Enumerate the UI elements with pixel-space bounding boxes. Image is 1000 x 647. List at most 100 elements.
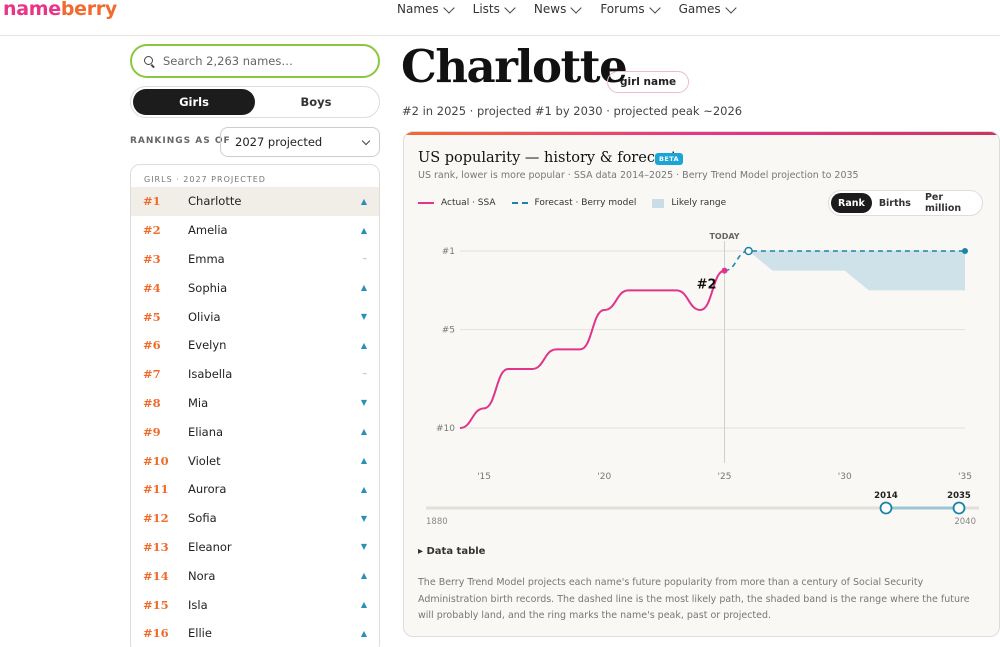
name-label: Mia [188, 395, 209, 410]
rank-number: #3 [143, 251, 161, 266]
range-from-label: 2014 [874, 491, 898, 501]
nav-item-lists[interactable]: Lists [472, 1, 516, 16]
trend-up-icon: ▲ [360, 196, 367, 206]
actual-line-swatch [418, 202, 434, 204]
metric-tab-per-million[interactable]: Per million [924, 192, 962, 214]
list-item[interactable]: #9 Eliana ▲ [131, 417, 379, 446]
metric-tab-rank[interactable]: Rank [831, 193, 872, 213]
chevron-down-icon [570, 1, 582, 14]
logo-part-name: name [3, 0, 61, 20]
main-nav: Names Lists News Forums Games [397, 1, 755, 16]
list-item[interactable]: #8 Mia ▼ [131, 389, 379, 418]
model-explanation: The Berry Trend Model projects each name… [418, 577, 970, 621]
name-label: Emma [188, 251, 225, 266]
rankings-as-of-label: RANKINGS AS OF [130, 136, 231, 146]
name-label: Eliana [188, 424, 224, 439]
range-slider-start-handle[interactable] [879, 501, 893, 515]
metric-tab-births[interactable]: Births [878, 197, 911, 209]
name-label: Olivia [188, 309, 221, 324]
rank-number: #14 [143, 568, 169, 583]
list-item[interactable]: #1 Charlotte ▲ [131, 187, 379, 216]
name-label: Sofia [188, 511, 217, 526]
name-label: Nora [188, 568, 216, 583]
forecast-end-point [962, 248, 968, 254]
nav-item-names[interactable]: Names [397, 1, 455, 16]
current-rank-label: #2 [697, 278, 717, 293]
list-item[interactable]: #11 Aurora ▲ [131, 475, 379, 504]
name-label: Evelyn [188, 338, 227, 353]
chevron-down-icon [648, 1, 661, 14]
search-box[interactable] [130, 44, 380, 78]
nav-item-news[interactable]: News [534, 1, 582, 16]
gender-badge[interactable]: girl name [607, 71, 690, 93]
list-header: GIRLS · 2027 PROJECTED [144, 175, 266, 184]
today-label: TODAY [709, 232, 739, 241]
list-item[interactable]: #16 Ellie ▲ [131, 619, 379, 647]
popularity-chart[interactable]: #1 #5 #10 '15 '20 '25 '30 '35 TODAY #2 2014 2035 188… [404, 227, 1000, 537]
list-item[interactable]: #2 Amelia ▲ [131, 216, 379, 245]
list-item[interactable]: #12 Sofia ▼ [131, 504, 379, 533]
logo-part-berry: berry [60, 0, 117, 20]
top-navigation-bar: nameberry Names Lists News Forums Games [0, 0, 1000, 36]
search-icon [144, 55, 155, 67]
trend-up-icon: ▲ [360, 427, 367, 437]
likely-range-band [748, 251, 965, 291]
name-label: Charlotte [188, 194, 242, 209]
chart-legend: Actual · SSA Forecast · Berry model Like… [418, 198, 742, 208]
range-to-label: 2035 [947, 491, 971, 501]
list-item[interactable]: #3 Emma – [131, 245, 379, 274]
trend-up-icon: ▲ [360, 340, 367, 350]
metric-selector: Rank Births Per million [828, 190, 983, 216]
name-label: Amelia [188, 223, 228, 238]
popularity-card: US popularity — history & forecast BETA … [403, 131, 1000, 637]
name-label: Violet [188, 453, 221, 468]
list-item[interactable]: #14 Nora ▲ [131, 561, 379, 590]
chevron-down-icon [361, 136, 371, 146]
girls-toggle-button[interactable]: Girls [133, 89, 255, 115]
name-ranking-list: GIRLS · 2027 PROJECTED #1 Charlotte ▲ #2 Ame… [130, 164, 380, 647]
rank-number: #1 [143, 194, 161, 209]
trend-up-icon: ▲ [360, 456, 367, 466]
peak-ring-marker[interactable] [744, 246, 753, 256]
rank-number: #15 [143, 597, 169, 612]
name-label: Ellie [188, 626, 212, 641]
trend-up-icon: ▲ [360, 628, 367, 638]
nav-item-games[interactable]: Games [678, 1, 737, 16]
trend-down-icon: ▼ [360, 542, 367, 552]
actual-series-line [459, 269, 725, 429]
list-item[interactable]: #7 Isabella – [131, 360, 379, 389]
boys-toggle-button[interactable]: Boys [300, 95, 332, 109]
nav-label: Games [678, 2, 721, 16]
nameberry-logo[interactable]: nameberry [3, 0, 117, 20]
trend-up-icon: ▲ [360, 484, 367, 494]
search-input[interactable] [163, 54, 353, 68]
legend-label: Forecast · Berry model [534, 198, 637, 208]
trend-up-icon: ▲ [360, 283, 367, 293]
current-point [721, 267, 728, 274]
rank-number: #8 [143, 395, 161, 410]
rankings-year-select[interactable]: 2027 projected [220, 127, 380, 157]
card-accent-stripe [404, 132, 999, 135]
list-item[interactable]: #13 Eleanor ▼ [131, 533, 379, 562]
range-box-swatch [652, 198, 665, 208]
nav-label: Lists [472, 2, 500, 16]
range-slider-end-handle[interactable] [952, 501, 966, 515]
nav-item-forums[interactable]: Forums [600, 1, 661, 16]
list-item[interactable]: #6 Evelyn ▲ [131, 331, 379, 360]
legend-range: Likely range [652, 198, 726, 208]
legend-label: Actual · SSA [441, 198, 496, 208]
list-item[interactable]: #10 Violet ▲ [131, 446, 379, 475]
rankings-year-value: 2027 projected [235, 135, 323, 149]
data-table-toggle[interactable]: ▸ Data table [418, 546, 486, 557]
chevron-down-icon [504, 1, 516, 14]
card-title: US popularity — history & forecast [418, 150, 677, 166]
list-item[interactable]: #4 Sophia ▲ [131, 273, 379, 302]
gender-toggle: Girls Boys [130, 86, 380, 118]
rank-number: #16 [143, 626, 169, 641]
chevron-down-icon [442, 1, 455, 14]
list-item[interactable]: #5 Olivia ▼ [131, 302, 379, 331]
x-tick-label: '20 [597, 472, 611, 482]
rank-number: #4 [143, 280, 161, 295]
trend-flat-icon: – [362, 369, 368, 380]
list-item[interactable]: #15 Isla ▲ [131, 590, 379, 619]
